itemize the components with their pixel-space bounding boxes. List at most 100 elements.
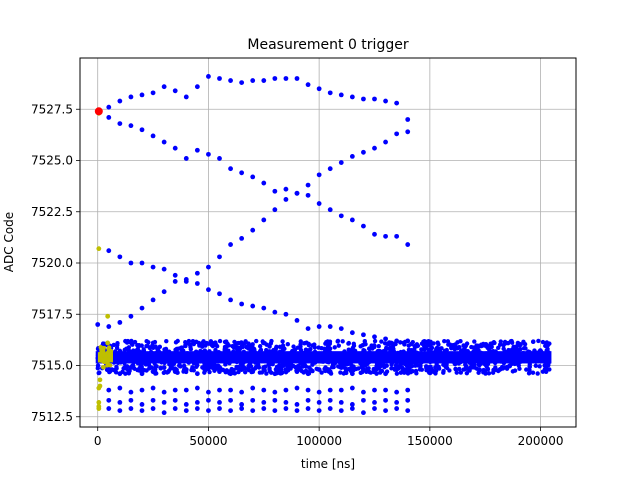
band-point <box>182 358 187 364</box>
band-point <box>367 369 372 375</box>
band-point <box>243 339 248 345</box>
data-point <box>338 160 344 165</box>
band-point <box>507 363 512 369</box>
band-point <box>402 360 408 365</box>
data-point <box>338 92 344 98</box>
band-point <box>405 362 411 368</box>
data-point <box>283 76 289 81</box>
data-point <box>105 313 111 319</box>
data-point <box>97 377 103 383</box>
band-point <box>279 364 285 369</box>
band-point <box>276 368 281 374</box>
data-point <box>172 279 178 284</box>
band-point <box>289 355 294 360</box>
band-point <box>343 361 348 367</box>
band-point <box>238 351 243 356</box>
band-point <box>544 340 550 345</box>
band-point <box>492 353 497 358</box>
band-point <box>194 362 199 367</box>
band-point <box>409 347 414 353</box>
band-point <box>161 355 166 361</box>
band-point <box>130 342 135 347</box>
band-point <box>361 342 367 347</box>
data-point <box>117 98 123 104</box>
data-point <box>94 107 103 116</box>
data-point <box>161 400 167 405</box>
band-point <box>136 344 141 350</box>
data-point <box>150 133 156 139</box>
x-axis: 0 50000 100000 150000 200000 <box>94 427 564 448</box>
band-point <box>95 366 101 371</box>
data-point <box>327 406 333 411</box>
band-point <box>259 370 265 375</box>
band-point <box>298 361 303 366</box>
data-point <box>106 104 112 110</box>
data-point <box>316 86 322 92</box>
data-point <box>283 197 289 202</box>
band-point <box>114 357 119 363</box>
band-point <box>540 339 546 345</box>
data-point <box>96 400 102 405</box>
band-point <box>512 347 517 352</box>
band-point <box>135 353 141 358</box>
data-point <box>305 192 311 198</box>
data-point <box>338 365 344 370</box>
data-point <box>294 76 300 81</box>
band-point <box>338 370 343 375</box>
band-point <box>359 359 365 365</box>
band-point <box>213 347 218 353</box>
band-point <box>482 361 488 367</box>
band-point <box>183 342 188 348</box>
band-point <box>243 357 249 362</box>
data-point <box>349 330 355 336</box>
band-point <box>397 363 403 368</box>
band-point <box>427 370 433 376</box>
band-point <box>230 357 235 363</box>
data-point <box>117 254 123 260</box>
band-point <box>304 358 309 363</box>
data-point <box>161 84 167 90</box>
band-point <box>239 362 244 368</box>
band-point <box>153 364 158 370</box>
band-point <box>398 349 403 355</box>
band-point <box>277 349 283 354</box>
band-point <box>457 366 462 372</box>
band-point <box>207 353 213 358</box>
band-point <box>280 360 286 366</box>
data-point <box>338 408 344 413</box>
band-point <box>530 370 536 375</box>
data-point <box>361 367 366 372</box>
band-point <box>264 342 269 347</box>
data-point <box>394 233 400 239</box>
data-point <box>372 145 377 151</box>
data-point <box>361 223 366 229</box>
band-point <box>398 340 403 345</box>
data-point <box>128 123 134 129</box>
data-point <box>250 385 256 391</box>
data-point <box>161 289 167 295</box>
band-point <box>329 354 334 360</box>
band-point <box>508 348 513 354</box>
data-point <box>294 402 300 407</box>
band-point <box>438 349 443 355</box>
band-point <box>388 350 393 355</box>
data-point <box>161 389 167 395</box>
x-tick-label: 200000 <box>518 434 564 448</box>
data-point <box>283 400 289 405</box>
band-point <box>312 342 317 347</box>
data-point <box>327 369 333 375</box>
band-point <box>465 348 470 354</box>
band-point <box>206 361 212 367</box>
band-point <box>527 362 533 367</box>
data-point <box>283 387 289 393</box>
data-point <box>361 389 366 395</box>
band-point <box>449 351 455 356</box>
band-point <box>186 359 192 365</box>
data-point <box>161 410 167 416</box>
data-point <box>106 397 112 403</box>
data-point <box>405 387 411 393</box>
band-point <box>375 349 380 355</box>
band-point <box>210 341 215 346</box>
band-point <box>240 358 245 363</box>
band-point <box>189 352 194 357</box>
